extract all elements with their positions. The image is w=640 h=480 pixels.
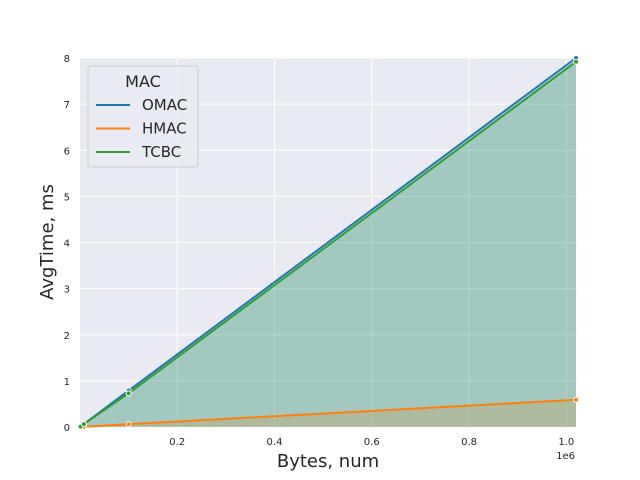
legend-title: MAC <box>125 72 161 91</box>
x-tick-label: 0.6 <box>364 437 380 448</box>
x-offset-label: 1e6 <box>556 451 575 462</box>
y-tick-label: 8 <box>64 54 70 65</box>
x-tick-label: 0.2 <box>169 437 185 448</box>
y-tick-label: 6 <box>64 146 70 157</box>
series-markers <box>77 55 579 430</box>
y-tick-label: 4 <box>64 239 70 250</box>
y-tick-label: 0 <box>64 423 70 434</box>
y-tick-label: 7 <box>64 100 70 111</box>
tcbc-marker <box>573 58 579 65</box>
tcbc-marker <box>125 390 132 397</box>
x-tick-label: 0.8 <box>461 437 477 448</box>
legend-tcbc-label: TCBC <box>141 143 181 161</box>
y-tick-label: 2 <box>64 331 70 342</box>
legend-hmac-label: HMAC <box>142 120 187 138</box>
x-tick-label: 0.4 <box>267 437 283 448</box>
y-tick-label: 1 <box>64 377 70 388</box>
legend-omac-label: OMAC <box>142 96 187 114</box>
hmac-marker <box>125 421 132 428</box>
x-tick-labels: 0.2 0.4 0.6 0.8 1.0 <box>169 437 574 448</box>
legend-items: OMAC HMAC TCBC <box>96 96 187 161</box>
y-tick-label: 3 <box>64 285 70 296</box>
hmac-marker <box>573 396 579 403</box>
legend: MAC OMAC HMAC TCBC <box>87 65 199 168</box>
y-tick-label: 5 <box>64 192 70 203</box>
tcbc-area <box>80 61 577 427</box>
tcbc-marker <box>80 421 87 428</box>
y-tick-labels: 0 1 2 3 4 5 6 7 8 <box>64 54 70 434</box>
x-tick-label: 1.0 <box>558 437 574 448</box>
x-axis-title: Bytes, num <box>277 451 379 472</box>
legend-box <box>87 65 199 168</box>
y-axis-title: AvgTime, ms <box>37 184 58 300</box>
